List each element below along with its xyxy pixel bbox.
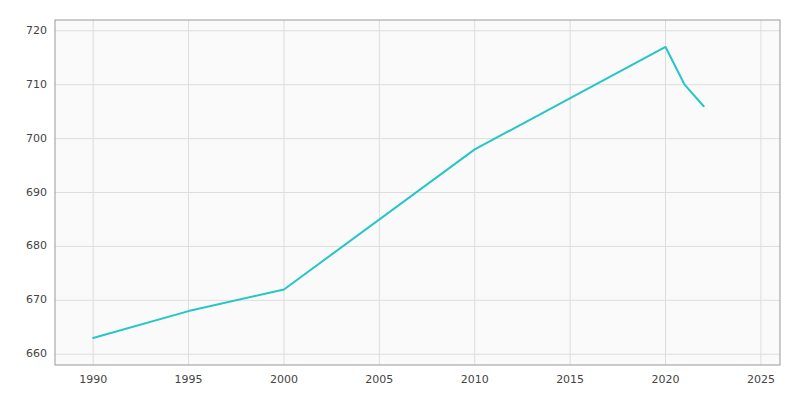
y-grid-line: [55, 84, 780, 85]
y-tick-label: 710: [26, 78, 47, 91]
y-grid-line: [55, 246, 780, 247]
y-tick-label: 720: [26, 24, 47, 37]
y-tick-label: 660: [26, 347, 47, 360]
x-tick-label: 2010: [461, 373, 489, 386]
x-tick-label: 2000: [270, 373, 298, 386]
x-grid-line: [93, 20, 94, 365]
data-layer: [93, 47, 704, 338]
grid: [55, 20, 780, 365]
y-tick-label: 680: [26, 239, 47, 252]
x-grid-line: [379, 20, 380, 365]
x-grid-line: [665, 20, 666, 365]
x-grid-line: [188, 20, 189, 365]
y-tick-label: 670: [26, 293, 47, 306]
x-tick-label: 2020: [652, 373, 680, 386]
x-tick-label: 2025: [747, 373, 775, 386]
x-grid-line: [283, 20, 284, 365]
y-grid-line: [55, 138, 780, 139]
y-grid-line: [55, 300, 780, 301]
x-tick-label: 1995: [175, 373, 203, 386]
chart-svg: 660 670 680 690 700 710 720 1990 1995 2000 2005 201…: [0, 0, 800, 400]
plot-background: [55, 20, 780, 365]
x-tick-label: 2015: [556, 373, 584, 386]
tick-labels: 660 670 680 690 700 710 720 1990 1995 2000 2005 201…: [26, 24, 775, 386]
x-tick-label: 2005: [365, 373, 393, 386]
chart-container: 660 670 680 690 700 710 720 1990 1995 2000 2005 201…: [0, 0, 800, 400]
y-tick-label: 690: [26, 186, 47, 199]
y-grid-line: [55, 354, 780, 355]
x-grid-line: [760, 20, 761, 365]
x-grid-line: [474, 20, 475, 365]
y-tick-label: 700: [26, 132, 47, 145]
y-grid-line: [55, 30, 780, 31]
plot-frame: [55, 20, 780, 365]
x-grid-line: [570, 20, 571, 365]
line-series: [93, 47, 704, 338]
x-tick-label: 1990: [79, 373, 107, 386]
